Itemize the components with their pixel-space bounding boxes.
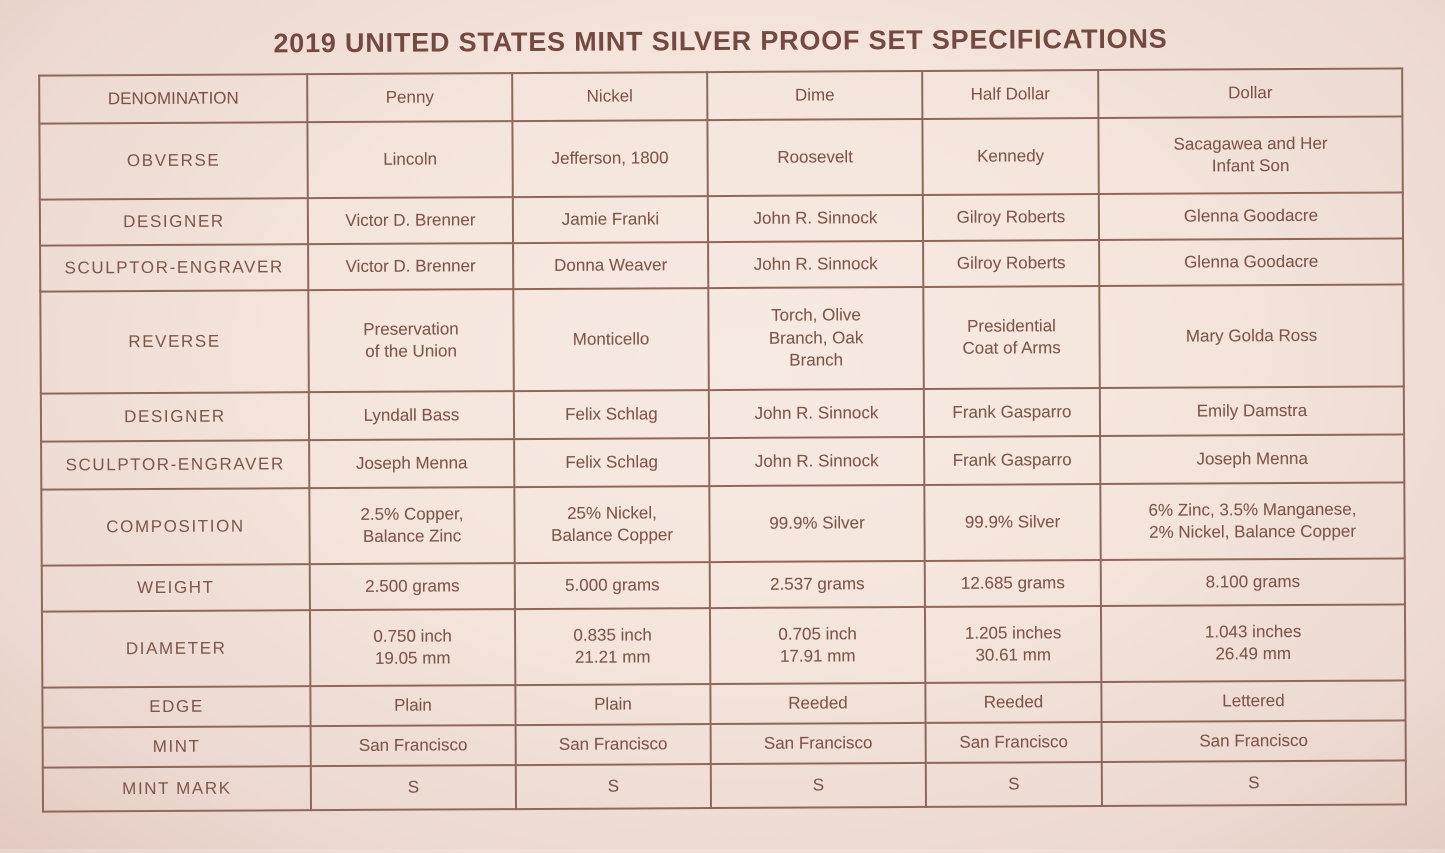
table-cell: 1.205 inches 30.61 mm: [924, 606, 1102, 683]
table-cell: Preservation of the Union: [308, 289, 514, 393]
table-cell: Glenna Goodacre: [1098, 192, 1404, 241]
table-cell: 8.100 grams: [1100, 558, 1405, 607]
table-cell: S: [710, 762, 927, 809]
table-cell: San Francisco: [515, 724, 711, 766]
table-cell: San Francisco: [925, 722, 1102, 763]
column-header: Penny: [307, 73, 513, 123]
table-cell: Joseph Menna: [309, 439, 515, 489]
table-cell: John R. Sinnock: [708, 240, 924, 289]
table-cell: Victor D. Brenner: [308, 243, 514, 291]
row-label: REVERSE: [40, 290, 309, 394]
table-cell: Gilroy Roberts: [922, 194, 1100, 241]
table-cell: 0.750 inch 19.05 mm: [309, 609, 516, 687]
table-row: COMPOSITION 2.5% Copper, Balance Zinc 25…: [41, 482, 1405, 566]
column-header: DENOMINATION: [39, 74, 308, 124]
table-cell: Gilroy Roberts: [923, 240, 1100, 287]
table-cell: Jefferson, 1800: [512, 120, 708, 198]
table-row: OBVERSE Lincoln Jefferson, 1800 Roosevel…: [39, 116, 1403, 200]
column-header: Dime: [707, 70, 923, 121]
table-cell: S: [515, 764, 712, 810]
row-label: DIAMETER: [41, 610, 311, 688]
table-cell: Glenna Goodacre: [1099, 238, 1404, 287]
table-cell: S: [925, 762, 1103, 807]
table-cell: 0.705 inch 17.91 mm: [709, 606, 926, 685]
table-cell: S: [310, 765, 517, 811]
table-cell: Reeded: [925, 682, 1102, 723]
table-row: DESIGNER Victor D. Brenner Jamie Franki …: [39, 192, 1404, 246]
table-row: SCULPTOR-ENGRAVER Victor D. Brenner Donn…: [40, 238, 1404, 292]
table-cell: Sacagawea and Her Infant Son: [1098, 116, 1403, 195]
table-cell: Lincoln: [307, 121, 513, 199]
row-label: OBVERSE: [39, 122, 308, 200]
table-cell: San Francisco: [1101, 720, 1406, 763]
table-row: REVERSE Preservation of the Union Montic…: [40, 284, 1404, 394]
table-cell: Jamie Franki: [512, 196, 709, 244]
table-cell: San Francisco: [710, 722, 926, 765]
table-row: MINT San Francisco San Francisco San Fra…: [42, 720, 1406, 768]
row-label: COMPOSITION: [41, 488, 310, 566]
row-label: DESIGNER: [40, 392, 310, 442]
table-cell: Mary Golda Ross: [1099, 284, 1404, 389]
table-row: DIAMETER 0.750 inch 19.05 mm 0.835 inch …: [41, 604, 1406, 688]
column-header: Half Dollar: [922, 70, 1099, 119]
table-cell: Reeded: [710, 682, 926, 725]
table-cell: Donna Weaver: [513, 242, 709, 290]
table-row: EDGE Plain Plain Reeded Reeded Lettered: [42, 680, 1406, 728]
table-cell: Plain: [310, 685, 516, 727]
table-cell: 5.000 grams: [514, 562, 710, 610]
table-cell: Plain: [515, 684, 711, 726]
table-cell: San Francisco: [310, 725, 516, 767]
table-cell: John R. Sinnock: [707, 194, 924, 243]
table-cell: Joseph Menna: [1100, 434, 1405, 485]
row-label: SCULPTOR-ENGRAVER: [40, 244, 309, 292]
table-cell: Victor D. Brenner: [307, 197, 514, 245]
table-cell: 25% Nickel, Balance Copper: [514, 486, 710, 564]
row-label: DESIGNER: [39, 198, 309, 246]
table-cell: Felix Schlag: [514, 438, 710, 488]
table-cell: 2.500 grams: [309, 563, 515, 611]
table-cell: Lettered: [1101, 680, 1406, 723]
row-label: EDGE: [42, 686, 311, 728]
table-cell: Frank Gasparro: [923, 388, 1101, 437]
table-cell: 99.9% Silver: [709, 484, 925, 563]
table-cell: John R. Sinnock: [709, 436, 925, 487]
table-cell: 99.9% Silver: [924, 484, 1101, 561]
table-cell: Presidential Coat of Arms: [923, 286, 1100, 389]
table-cell: John R. Sinnock: [708, 388, 925, 439]
table-row: WEIGHT 2.500 grams 5.000 grams 2.537 gra…: [41, 558, 1405, 612]
header-row: DENOMINATION Penny Nickel Dime Half Doll…: [39, 68, 1403, 124]
table-cell: Lyndall Bass: [308, 391, 515, 441]
table-cell: Emily Damstra: [1099, 386, 1405, 437]
table-row: SCULPTOR-ENGRAVER Joseph Menna Felix Sch…: [41, 434, 1405, 490]
table-cell: 12.685 grams: [924, 560, 1101, 607]
table-cell: Kennedy: [922, 118, 1099, 195]
row-label: MINT: [42, 726, 311, 768]
table-cell: 2.5% Copper, Balance Zinc: [309, 487, 515, 565]
table-cell: Frank Gasparro: [924, 436, 1101, 485]
table-cell: Torch, Olive Branch, Oak Branch: [708, 286, 924, 391]
table-row: DESIGNER Lyndall Bass Felix Schlag John …: [40, 386, 1405, 442]
table-cell: Felix Schlag: [513, 390, 710, 440]
table-cell: Monticello: [513, 288, 709, 392]
row-label: SCULPTOR-ENGRAVER: [41, 440, 310, 490]
row-label: MINT MARK: [42, 766, 312, 812]
page-title: 2019 UNITED STATES MINT SILVER PROOF SET…: [273, 23, 1168, 59]
table-cell: 0.835 inch 21.21 mm: [514, 608, 711, 686]
column-header: Nickel: [512, 72, 708, 122]
table-cell: 6% Zinc, 3.5% Manganese, 2% Nickel, Bala…: [1100, 482, 1405, 561]
table-cell: S: [1101, 760, 1406, 807]
table-cell: Roosevelt: [707, 118, 923, 197]
spec-table: DENOMINATION Penny Nickel Dime Half Doll…: [38, 67, 1407, 812]
table-cell: 1.043 inches 26.49 mm: [1100, 604, 1406, 683]
column-header: Dollar: [1098, 68, 1403, 119]
table-row: MINT MARK S S S S S: [42, 760, 1406, 812]
table-cell: 2.537 grams: [709, 560, 925, 609]
row-label: WEIGHT: [41, 564, 310, 612]
